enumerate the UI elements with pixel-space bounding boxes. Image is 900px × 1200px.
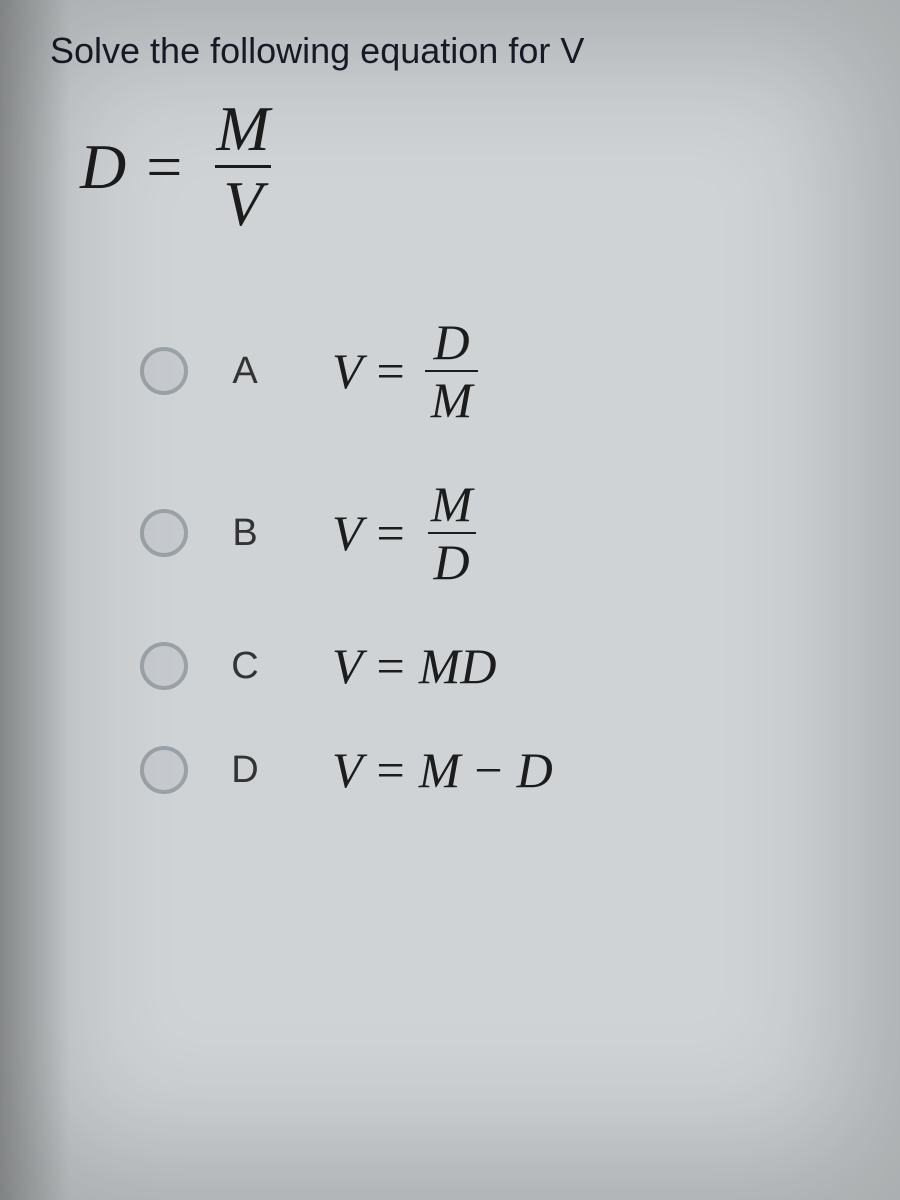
option-a-equation: V = D M <box>332 317 484 425</box>
option-a-denominator: M <box>425 370 479 425</box>
radio-d[interactable] <box>140 746 188 794</box>
option-b-numerator: M <box>425 479 479 532</box>
option-a-lhs: V <box>332 342 363 400</box>
option-c: C V = MD <box>140 620 850 712</box>
option-b-equation: V = M D <box>332 479 484 587</box>
option-a-fraction: D M <box>425 317 479 425</box>
options-group: A V = D M B V = M D <box>140 296 850 816</box>
equals-symbol: = <box>146 130 182 204</box>
option-d-operator: − <box>474 741 502 799</box>
equation-fraction: M V <box>208 97 277 236</box>
radio-c[interactable] <box>140 642 188 690</box>
option-a-equals: = <box>377 342 405 400</box>
option-d-lhs: V <box>332 741 363 799</box>
option-b-label: B <box>228 512 262 555</box>
option-d-equals: = <box>377 741 405 799</box>
option-d: D V = M − D <box>140 724 850 816</box>
option-c-rhs: MD <box>419 637 497 695</box>
radio-a[interactable] <box>140 347 188 395</box>
question-prompt: Solve the following equation for V <box>50 30 850 72</box>
main-equation: D = M V <box>80 97 850 236</box>
option-d-equation: V = M − D <box>332 741 553 799</box>
option-a-label: A <box>228 350 262 393</box>
option-b-equals: = <box>377 504 405 562</box>
option-c-lhs: V <box>332 637 363 695</box>
option-b-lhs: V <box>332 504 363 562</box>
option-a: A V = D M <box>140 296 850 446</box>
question-container: Solve the following equation for V D = M… <box>50 30 850 816</box>
equation-numerator: M <box>208 97 277 165</box>
equation-denominator: V <box>215 165 270 236</box>
option-c-equation: V = MD <box>332 637 497 695</box>
option-b-denominator: D <box>428 532 476 587</box>
radio-b[interactable] <box>140 509 188 557</box>
equation-lhs: D <box>80 130 126 204</box>
option-c-label: C <box>228 645 262 688</box>
option-d-label: D <box>228 749 262 792</box>
option-a-numerator: D <box>428 317 476 370</box>
option-d-term-a: M <box>419 741 461 799</box>
option-b-fraction: M D <box>425 479 479 587</box>
option-d-term-b: D <box>517 741 553 799</box>
option-c-equals: = <box>377 637 405 695</box>
option-b: B V = M D <box>140 458 850 608</box>
